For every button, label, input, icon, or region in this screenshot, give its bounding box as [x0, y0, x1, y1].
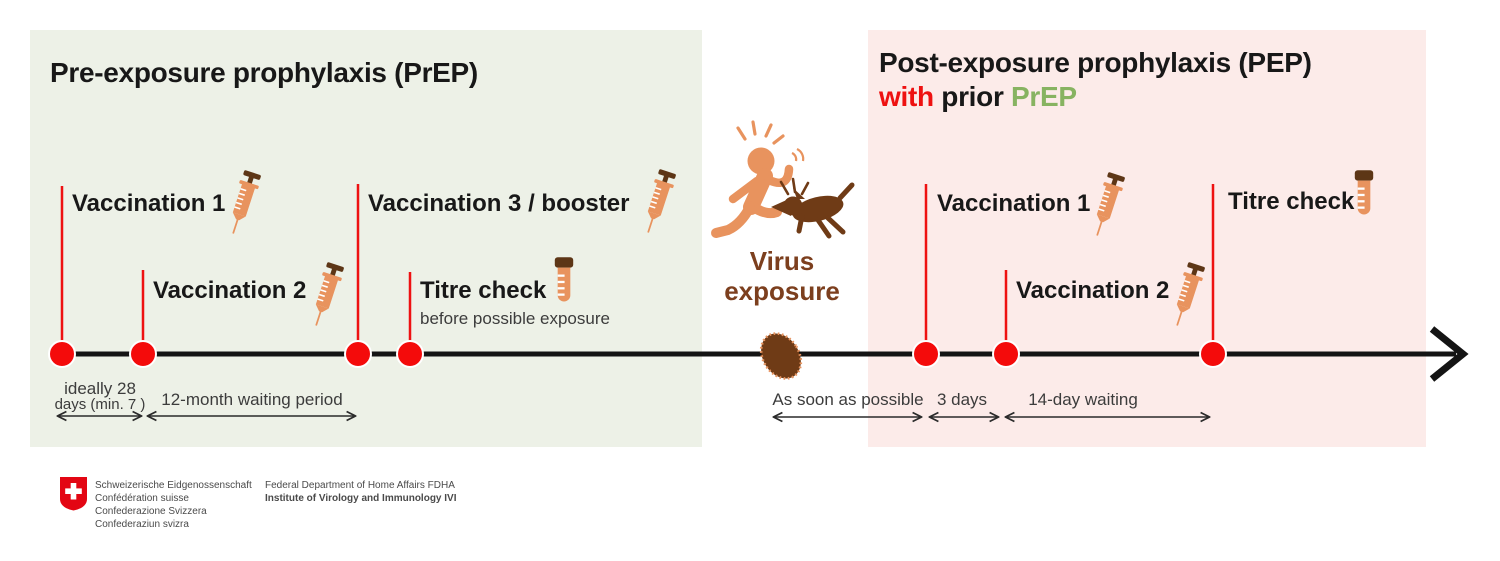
prep-interval-1-line1: ideally 28 [64, 379, 136, 398]
timeline-dot [344, 340, 372, 368]
footer-org-line4: Confederaziun svizra [95, 519, 189, 530]
timeline-dot [1199, 340, 1227, 368]
syringe-icon [1166, 260, 1208, 330]
swiss-cross-logo [60, 477, 87, 511]
event-marker-lines [60, 184, 1215, 352]
pep-vaccination-1-label: Vaccination 1 [937, 190, 1091, 217]
prep-interval-2-label: 12-month waiting period [161, 390, 343, 409]
test-tube-icon [1353, 169, 1375, 216]
dog-bite-icon [711, 120, 855, 239]
footer-org-line2: Confédération suisse [95, 493, 189, 504]
prep-vaccination-3-label: Vaccination 3 / booster [368, 190, 630, 217]
pep-subtitle: with prior PrEP [879, 80, 1312, 114]
syringe-icon [222, 168, 264, 238]
virus-exposure-line1: Virus [749, 246, 815, 276]
timeline-arrowhead [1429, 326, 1469, 382]
prep-vaccination-1-label: Vaccination 1 [72, 190, 226, 217]
syringe-icon [1086, 170, 1128, 240]
footer-dept-line1: Federal Department of Home Affairs FDHA [265, 480, 455, 491]
footer-dept-line2: Institute of Virology and Immunology IVI [265, 493, 457, 504]
prep-title: Pre-exposure prophylaxis (PrEP) [50, 57, 478, 88]
timeline-dot [912, 340, 940, 368]
footer-org-line1: Schweizerische Eidgenossenschaft [95, 480, 252, 491]
pep-vaccination-2-label: Vaccination 2 [1016, 277, 1170, 304]
virus-exposure-line2: exposure [724, 276, 840, 306]
footer-org-line3: Confederazione Svizzera [95, 506, 207, 517]
virus-exposure-label: Virus exposure [724, 246, 840, 306]
prep-panel [30, 30, 702, 447]
prep-interval-1-line2: days (min. 7 ) [54, 396, 146, 413]
footer-dept-block: Federal Department of Home Affairs FDHA … [265, 479, 457, 505]
interval-arrows [58, 416, 1209, 417]
timeline-dot [129, 340, 157, 368]
pep-titre-check-label: Titre check [1228, 188, 1355, 215]
syringe-icon [637, 167, 679, 237]
pep-subtitle-prep: PrEP [1011, 81, 1077, 112]
pep-interval-1-label: As soon as possible [772, 390, 924, 409]
syringe-icon [305, 260, 347, 330]
pep-panel [868, 30, 1426, 447]
test-tube-icon [553, 256, 575, 303]
pep-interval-3-label: 14-day waiting [1028, 390, 1138, 409]
prep-titre-check-sublabel: before possible exposure [420, 309, 610, 328]
pep-title: Post-exposure prophylaxis (PEP) [879, 47, 1312, 78]
timeline-dots [48, 340, 1227, 368]
timeline-dot [992, 340, 1020, 368]
pep-title-block: Post-exposure prophylaxis (PEP) with pri… [879, 46, 1312, 114]
pep-interval-2-label: 3 days [936, 390, 988, 409]
timeline-dot [48, 340, 76, 368]
pep-subtitle-with: with [879, 81, 934, 112]
footer-org-block: Schweizerische Eidgenossenschaft Confédé… [95, 479, 252, 531]
prep-titre-check-label: Titre check [420, 277, 547, 304]
timeline-dot [396, 340, 424, 368]
pep-subtitle-prior: prior [933, 81, 1012, 112]
prep-vaccination-2-label: Vaccination 2 [153, 277, 307, 304]
virus-particle-icon [759, 332, 803, 380]
